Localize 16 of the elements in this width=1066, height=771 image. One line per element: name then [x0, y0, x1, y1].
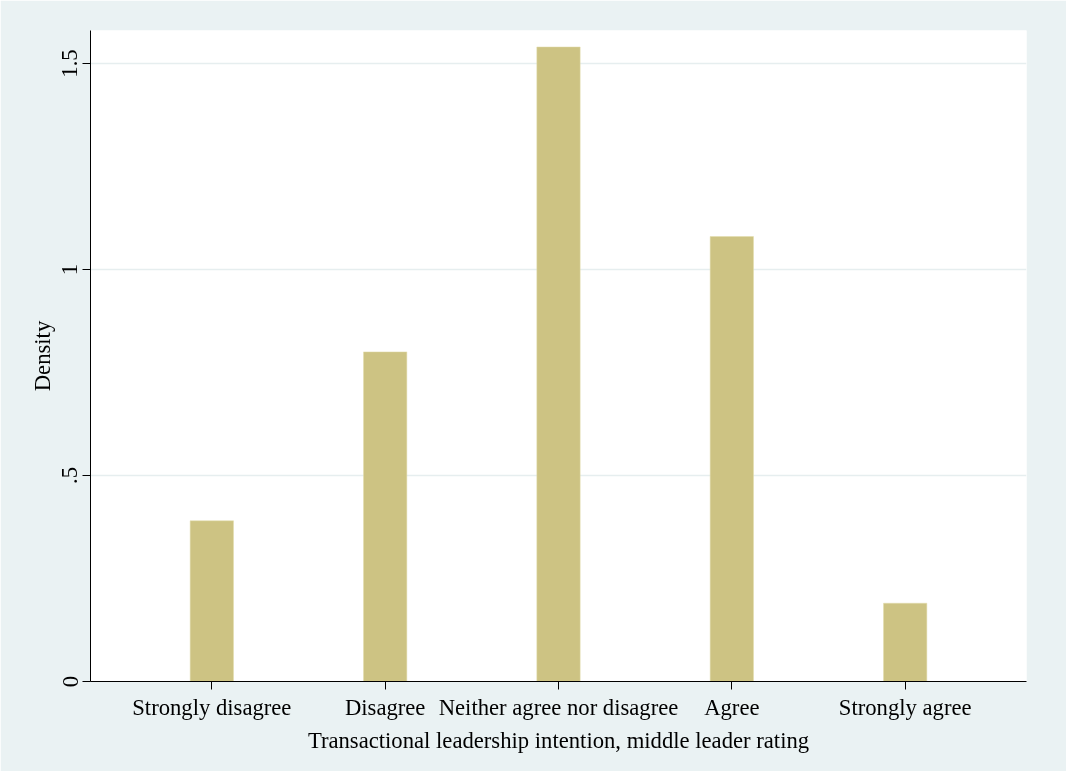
bar	[189, 520, 234, 682]
bar	[536, 46, 581, 682]
x-tick-label: Disagree	[344, 694, 426, 720]
y-tick-label: .5	[57, 466, 83, 484]
x-tick-label: Neither agree nor disagree	[438, 694, 679, 720]
y-tick-label: 0	[57, 675, 83, 688]
x-tick-label: Strongly disagree	[132, 694, 292, 720]
x-tick-label: Agree	[704, 694, 760, 720]
bar	[883, 602, 928, 682]
y-tick-label: 1.5	[57, 49, 83, 78]
bar	[363, 351, 408, 682]
x-tick-label: Strongly agree	[838, 694, 972, 720]
y-axis-title: Density	[29, 320, 55, 392]
bar	[709, 236, 754, 682]
y-tick-label: 1	[57, 263, 83, 276]
x-axis-title: Transactional leadership intention, middle leader rating	[307, 727, 810, 753]
